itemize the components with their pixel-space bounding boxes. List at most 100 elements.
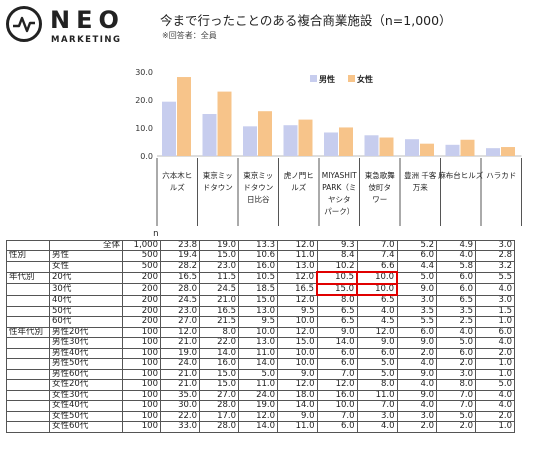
value-cell: 10.0 [277,358,318,370]
group-label [6,316,50,328]
value-cell: 7.0 [436,400,476,412]
value-cell: 9.0 [316,326,358,338]
group-label [6,294,50,307]
value-cell: 10.6 [238,250,278,262]
category-label: ドタウン [203,183,233,192]
table-row: 男性40代 100 19.0 14.0 11.0 10.0 6.0 6.0 2.0 6.0 2.0 [6,347,515,359]
header-blank [50,230,123,240]
value-cell: 3.2 [475,260,515,273]
table-row: 全体 1,000 23.8 19.0 13.3 12.0 9.3 7.0 5.2 4.9 3.0 [6,239,515,251]
table-row: 女性 500 28.2 23.0 16.0 13.0 10.2 6.6 4.4 5.8 3.2 [6,260,515,273]
value-cell: 24.0 [238,389,278,401]
value-cell: 19.0 [238,400,278,412]
sample-size: 200 [122,305,161,317]
sample-size: 100 [122,358,161,370]
value-cell: 5.0 [436,337,476,349]
header-blank [437,230,476,240]
value-cell: 13.0 [238,337,278,349]
sample-size: 1,000 [122,239,161,251]
value-cell: 5.0 [475,379,515,391]
row-label: 女性 [49,260,123,273]
value-cell: 6.5 [356,294,398,307]
value-cell: 7.4 [356,250,398,262]
value-cell: 4.5 [356,316,398,328]
sample-size: 200 [122,294,161,307]
value-cell: 30.0 [160,400,200,412]
value-cell: 5.0 [238,368,278,380]
category-label: 豊洲 千客 [404,170,437,180]
n-header: n [153,230,159,239]
value-cell: 7.0 [356,239,398,251]
bar-male [486,148,500,156]
value-cell: 4.0 [356,421,398,433]
sample-size: 100 [122,410,161,422]
value-cell: 19.0 [199,239,239,251]
value-cell: 9.0 [396,337,437,349]
group-label [6,358,50,370]
group-label [6,347,50,359]
value-cell: 21.0 [160,379,200,391]
table-header-row: n [7,230,515,240]
value-cell: 28.0 [199,421,239,433]
value-cell: 5.8 [436,260,476,273]
value-cell: 21.0 [160,368,200,380]
value-cell: 9.5 [277,305,318,317]
header-blank [200,230,239,240]
table-row: 女性20代 100 21.0 15.0 11.0 12.0 12.0 8.0 4.0 8.0 5.0 [6,379,515,391]
value-cell: 4.0 [475,283,515,296]
value-cell: 12.0 [356,326,398,338]
sample-size: 100 [122,347,161,359]
category-label: ハラカド [486,171,516,180]
value-cell: 6.6 [356,260,398,273]
value-cell: 1.0 [475,358,515,370]
value-cell: 12.0 [277,239,318,251]
row-label: 男性40代 [49,347,123,359]
value-cell: 11.0 [356,389,398,401]
row-label: 全体 [49,239,123,251]
bar-female [379,137,394,156]
table-row: 30代 200 28.0 24.5 18.5 16.5 15.0 10.0 9.0 6.0 4.0 [6,282,515,296]
bar-male [202,114,217,156]
value-cell: 23.0 [160,305,200,317]
legend-label: 男性 [319,74,335,84]
value-cell: 8.0 [356,379,398,391]
value-cell: 16.0 [199,358,239,370]
value-cell: 14.0 [316,337,358,349]
value-cell: 8.4 [316,250,358,262]
value-cell: 16.5 [160,271,200,284]
bar-male [405,139,419,156]
sample-size: 100 [122,337,161,349]
group-label [6,400,50,412]
value-cell: 1.0 [475,368,515,380]
y-tick-label: 0.0 [140,152,153,161]
value-cell: 9.0 [396,368,437,380]
value-cell: 6.0 [475,326,515,338]
value-cell: 1.0 [475,421,515,433]
value-cell: 4.0 [436,326,476,338]
group-label [6,379,50,391]
category-label: 麻布台ヒルズ [438,170,483,180]
category-label: 万来 [413,183,428,192]
legend-swatch [348,75,355,82]
table-row: 男性60代 100 21.0 15.0 5.0 9.0 7.0 5.0 9.0 3.0 1.0 [6,368,515,380]
value-cell: 6.0 [436,283,476,296]
row-label: 60代 [49,316,123,328]
row-label: 女性60代 [49,421,123,433]
value-cell: 3.0 [396,294,437,307]
bar-female [420,143,434,156]
table-row: 女性50代 100 22.0 17.0 12.0 9.0 7.0 3.0 3.0 5.0 2.0 [6,410,515,422]
row-label: 女性30代 [49,389,123,401]
brand-name: NEO [50,6,125,34]
value-cell: 4.0 [396,400,437,412]
category-label: PARK（ミ [322,183,356,192]
row-label: 男性50代 [49,358,123,370]
value-cell: 24.5 [199,283,239,296]
y-tick-label: 10.0 [135,124,153,133]
value-cell: 9.0 [277,410,318,422]
table-row: 男性30代 100 21.0 22.0 13.0 15.0 14.0 9.0 9.0 5.0 4.0 [6,337,515,349]
value-cell: 9.0 [396,283,437,296]
value-cell: 6.0 [316,358,358,370]
header-blank [239,230,278,240]
table-row: 性年代別 男性20代 100 12.0 8.0 10.0 12.0 9.0 12.0 6.0 4.0… [6,326,515,338]
